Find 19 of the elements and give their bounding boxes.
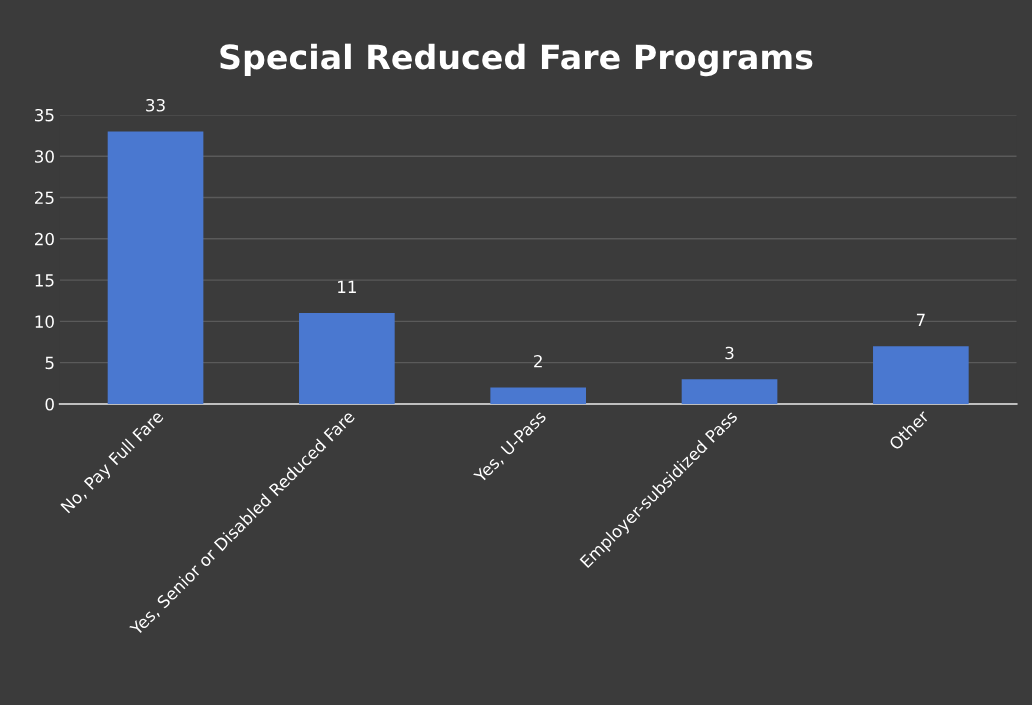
y-tick-label: 35	[35, 108, 54, 122]
y-tick-label: 20	[35, 232, 54, 246]
bar	[299, 313, 395, 404]
data-label: 7	[916, 313, 925, 327]
y-tick-label: 30	[35, 150, 54, 163]
data-label: 11	[338, 280, 356, 293]
y-tick-label: 10	[35, 315, 54, 328]
data-label: 2	[534, 354, 542, 368]
bar	[490, 387, 587, 404]
bar	[107, 131, 204, 404]
data-label: 3	[725, 346, 734, 360]
data-label: 33	[146, 98, 165, 112]
y-tick-label: 25	[35, 191, 54, 205]
y-tick-label: 15	[35, 274, 54, 287]
bar	[873, 346, 969, 404]
y-tick-label: 5	[45, 356, 54, 370]
y-tick-label: 0	[45, 397, 54, 411]
bar	[681, 379, 778, 404]
chart-title: Special Reduced Fare Programs	[220, 43, 813, 77]
